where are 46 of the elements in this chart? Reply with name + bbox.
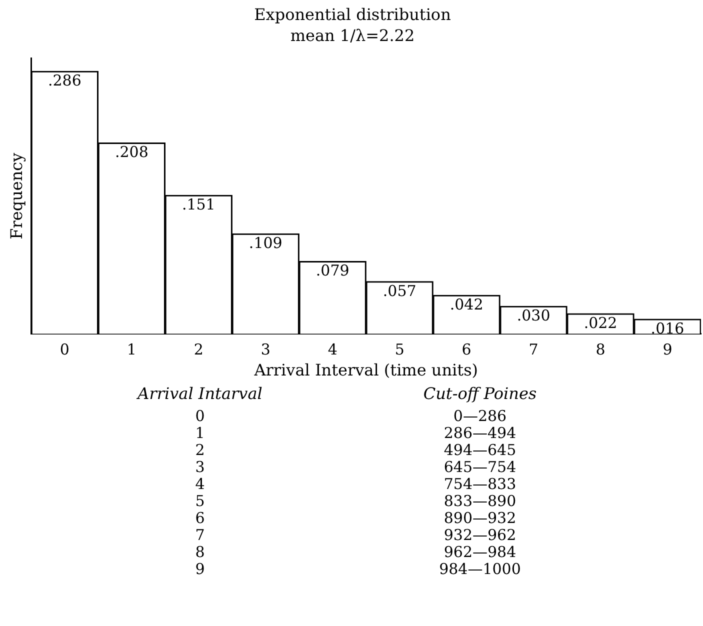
text: 645—754 [442,458,518,476]
text: 2 [194,441,206,459]
text: 833—890 [442,492,518,510]
data-label: .079 [316,262,350,280]
x-tick-label: 4 [328,340,338,359]
x-tick-label: 0 [60,340,70,359]
text: 962—984 [442,543,518,561]
chart-title: Exponential distribution [254,4,451,24]
text: Cut-off Poines [422,384,538,403]
x-tick-label: 8 [596,340,606,359]
x-tick-label: 2 [194,340,204,359]
data-label: .109 [248,234,282,252]
data-label: .286 [48,72,82,90]
x-axis-title: Arrival Interval (time units) [253,360,478,380]
x-tick-label: 9 [662,340,672,359]
text: 890—932 [442,509,518,527]
x-tick-label: 5 [394,340,404,359]
text: 984—1000 [438,560,522,578]
data-label: .151 [182,196,216,214]
text: Arrival Intarval [136,384,264,403]
text: 286—494 [442,424,518,442]
text: 3 [194,458,206,476]
x-tick-label: 3 [260,340,270,359]
y-axis-title: Frequency [6,152,26,240]
text: 9 [194,560,206,578]
text: 5 [194,492,206,510]
text: 932—962 [442,526,518,544]
text: 0 [194,407,206,425]
chart-subtitle: mean 1/λ=2.22 [290,26,415,45]
data-label: .022 [584,314,618,332]
text: 1 [194,424,206,442]
data-label: .016 [650,320,684,338]
text: 4 [194,475,206,493]
data-label: .208 [114,143,148,162]
text: 8 [194,543,206,561]
data-label: .057 [382,282,416,300]
x-tick-label: 1 [126,340,136,359]
data-label: .042 [450,296,484,314]
x-tick-label: 7 [528,340,538,359]
x-tick-label: 6 [462,340,472,359]
data-label: .030 [516,306,550,325]
text: 7 [194,526,206,544]
text: 754—833 [442,475,518,493]
text: 0—286 [452,407,508,425]
text: 494—645 [442,441,518,459]
text: 6 [194,509,206,527]
